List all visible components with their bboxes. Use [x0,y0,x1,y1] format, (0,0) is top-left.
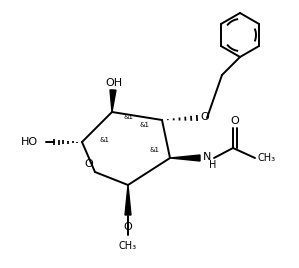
Text: N: N [203,152,211,162]
Text: CH₃: CH₃ [258,153,276,163]
Text: &1: &1 [124,114,134,120]
Text: &1: &1 [139,122,149,128]
Text: O: O [123,222,132,232]
Text: O: O [84,159,93,169]
Polygon shape [125,185,131,215]
Text: O: O [231,116,239,126]
Text: HO: HO [21,137,38,147]
Text: CH₃: CH₃ [119,241,137,251]
Polygon shape [110,90,116,112]
Text: &1: &1 [99,137,109,143]
Text: H: H [209,160,216,170]
Text: &1: &1 [150,147,160,153]
Polygon shape [170,155,200,161]
Text: O: O [200,112,209,122]
Text: OH: OH [106,78,123,88]
